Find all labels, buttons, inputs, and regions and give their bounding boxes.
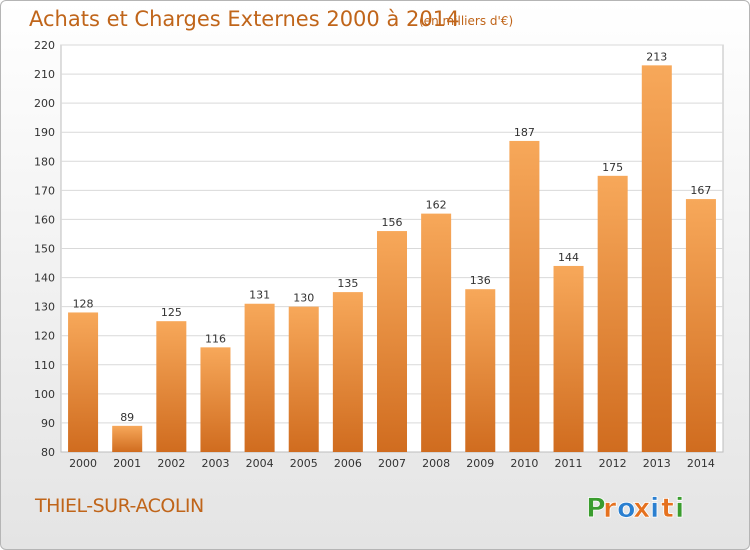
value-label: 162 — [426, 199, 447, 212]
y-tick-label: 80 — [41, 446, 55, 459]
logo-letter: P — [586, 493, 606, 524]
value-label: 136 — [470, 274, 491, 287]
logo-letter: o — [617, 493, 636, 524]
x-tick-label: 2009 — [466, 457, 494, 470]
y-tick-label: 130 — [34, 301, 55, 314]
x-tick-label: 2001 — [113, 457, 141, 470]
value-label: 213 — [646, 50, 667, 63]
y-tick-label: 140 — [34, 272, 55, 285]
x-tick-label: 2004 — [246, 457, 274, 470]
value-label: 156 — [382, 216, 403, 229]
x-tick-label: 2007 — [378, 457, 406, 470]
logo-letter: i — [650, 493, 659, 524]
bars — [68, 65, 716, 453]
y-tick-label: 110 — [34, 359, 55, 372]
bar-2014 — [685, 199, 716, 452]
value-labels: 128 89 125 116 131 130 135 156 162 136 187 144 175 21… — [73, 50, 712, 423]
bar-2010 — [509, 140, 540, 452]
x-tick-label: 2011 — [555, 457, 583, 470]
y-tick-label: 160 — [34, 213, 55, 226]
value-label: 89 — [120, 411, 134, 424]
x-tick-label: 2014 — [687, 457, 715, 470]
value-label: 125 — [161, 306, 182, 319]
x-axis-ticks: 2000 2001 2002 2003 2004 2005 2006 2007 2008 2009… — [69, 457, 715, 470]
y-tick-label: 150 — [34, 243, 55, 256]
x-tick-label: 2008 — [422, 457, 450, 470]
y-tick-label: 200 — [34, 97, 55, 110]
x-tick-label: 2006 — [334, 457, 362, 470]
bar-2006 — [332, 292, 363, 452]
value-label: 167 — [690, 184, 711, 197]
x-tick-label: 2012 — [599, 457, 627, 470]
y-tick-label: 210 — [34, 68, 55, 81]
y-tick-label: 190 — [34, 126, 55, 139]
value-label: 175 — [602, 161, 623, 174]
bar-2000 — [68, 312, 99, 452]
x-tick-label: 2003 — [201, 457, 229, 470]
y-axis-ticks: 80 90 100 110 120 130 140 150 160 170 180 190 200 210… — [34, 39, 55, 459]
unit-note: (en milliers d'€) — [419, 14, 514, 28]
bar-2012 — [597, 175, 628, 453]
x-tick-label: 2000 — [69, 457, 97, 470]
bar-2003 — [200, 347, 231, 452]
x-tick-label: 2002 — [157, 457, 185, 470]
logo-letter: r — [603, 493, 617, 524]
value-label: 187 — [514, 126, 535, 139]
logo-letter: t — [661, 493, 674, 524]
chart-title: Achats et Charges Externes 2000 à 2014 — [29, 7, 460, 31]
logo-letter: x — [633, 493, 650, 524]
x-tick-label: 2010 — [510, 457, 538, 470]
value-label: 131 — [249, 289, 270, 302]
bar-2009 — [465, 289, 496, 452]
y-tick-label: 100 — [34, 388, 55, 401]
y-tick-label: 120 — [34, 330, 55, 343]
bar-2008 — [421, 213, 452, 452]
proxiti-logo: Pr ox i t i — [586, 493, 685, 525]
x-tick-label: 2013 — [643, 457, 671, 470]
y-tick-label: 220 — [34, 39, 55, 52]
value-label: 130 — [293, 292, 314, 305]
y-tick-label: 90 — [41, 417, 55, 430]
value-label: 116 — [205, 332, 226, 345]
value-label: 144 — [558, 251, 579, 264]
value-label: 135 — [337, 277, 358, 290]
logo-letter: i — [675, 493, 684, 524]
bar-2007 — [376, 231, 408, 452]
bar-2011 — [553, 265, 584, 452]
bar-2001 — [112, 425, 143, 452]
bar-2013 — [641, 65, 672, 452]
bar-2002 — [156, 321, 187, 452]
y-tick-label: 170 — [34, 184, 55, 197]
y-tick-label: 180 — [34, 155, 55, 168]
x-tick-label: 2005 — [290, 457, 318, 470]
bar-2005 — [288, 306, 319, 452]
bar-2004 — [244, 303, 275, 452]
value-label: 128 — [73, 297, 94, 310]
commune-name: THIEL-SUR-ACOLIN — [35, 495, 204, 517]
